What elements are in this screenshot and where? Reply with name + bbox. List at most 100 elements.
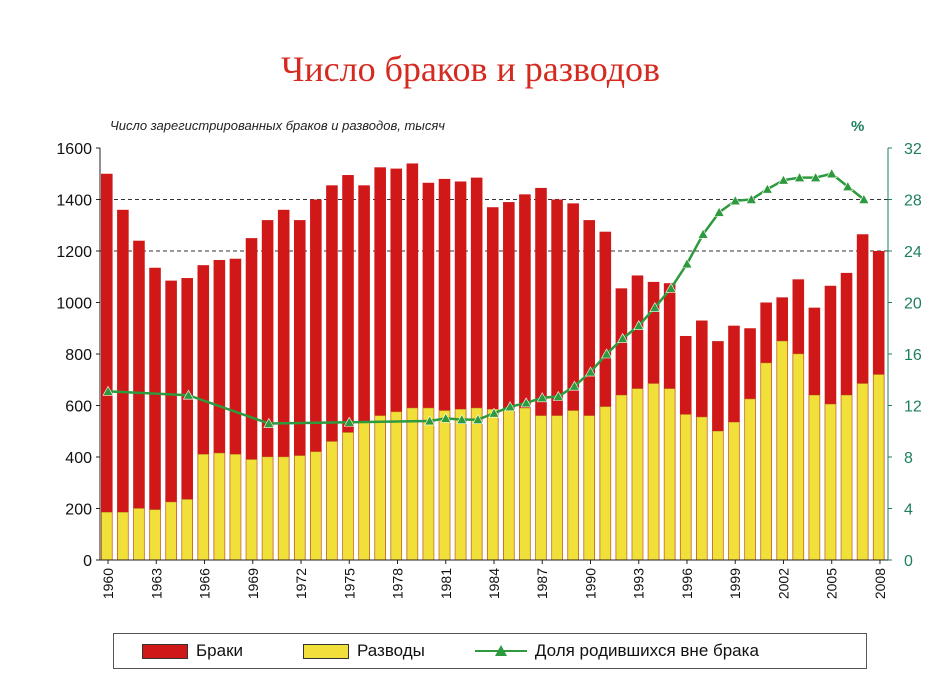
point-outofwedlock (102, 385, 114, 396)
bar-divorces (825, 403, 836, 561)
bar-divorces (262, 456, 274, 561)
bar-marriages (245, 238, 258, 560)
bar-marriages (599, 231, 612, 560)
x-tick-label: 1963 (148, 568, 164, 599)
x-tick-label: 1999 (727, 568, 743, 599)
bar-divorces (165, 501, 177, 561)
page-title: Число браков и разводов (280, 49, 661, 89)
bar-marriages (551, 199, 563, 560)
bar-divorces (792, 353, 804, 561)
legend-swatch-divorces (303, 643, 349, 659)
y-left-tick-label: 400 (65, 450, 92, 467)
point-outofwedlock (745, 193, 757, 204)
y-right-tick-label: 32 (904, 141, 922, 158)
point-outofwedlock (456, 414, 468, 424)
bar-divorces (664, 388, 676, 561)
chart-legend: Браки Разводы Доля родившихся вне брака (113, 633, 867, 669)
bar-marriages (181, 278, 193, 560)
bar-divorces (583, 415, 595, 561)
bar-divorces (760, 362, 772, 561)
bar-marriages (486, 207, 499, 560)
bar-divorces (326, 441, 338, 561)
bar-marriages (390, 168, 403, 560)
legend-label-divorces: Разводы (357, 641, 425, 660)
legend-swatch-marriages (142, 643, 188, 659)
bar-divorces (278, 456, 290, 561)
legend-item-divorces: Разводы (303, 641, 425, 661)
bar-divorces (680, 414, 692, 561)
bar-marriages (197, 265, 210, 560)
y-right-tick-label: 12 (904, 399, 922, 416)
bar-divorces (535, 415, 547, 561)
point-outofwedlock (681, 258, 693, 269)
y-left-tick-label: 1000 (56, 296, 92, 313)
point-outofwedlock (552, 390, 564, 401)
x-tick-label: 1972 (293, 568, 309, 599)
bar-divorces (181, 499, 193, 561)
bar-divorces (615, 394, 627, 561)
bar-marriages (374, 167, 386, 560)
bar-divorces (294, 455, 306, 561)
y-left-tick-label: 1600 (56, 141, 92, 158)
bar-marriages (213, 260, 226, 560)
bar-divorces (229, 454, 241, 561)
bar-marriages (326, 185, 338, 560)
x-tick-label: 2005 (824, 568, 840, 599)
point-outofwedlock (729, 195, 741, 206)
bar-marriages (261, 220, 274, 560)
bar-marriages (133, 240, 145, 560)
x-tick-label: 1996 (679, 568, 695, 599)
bar-divorces (117, 512, 129, 561)
point-outofwedlock (649, 302, 661, 312)
y-right-tick-label: 8 (904, 450, 913, 467)
bar-divorces (551, 415, 563, 561)
x-tick-label: 1987 (534, 568, 550, 599)
bar-divorces (213, 452, 225, 561)
bar-divorces (197, 454, 209, 561)
x-tick-label: 1966 (197, 568, 213, 599)
bar-marriages (535, 187, 547, 560)
bar-marriages (293, 220, 306, 560)
y-right-tick-label: 16 (904, 347, 922, 364)
bar-divorces (455, 409, 467, 561)
y-right-tick-label: 0 (904, 553, 913, 570)
x-tick-label: 1978 (390, 568, 406, 599)
point-outofwedlock (858, 193, 870, 204)
bar-divorces (358, 421, 370, 561)
bar-marriages (583, 220, 596, 560)
point-outofwedlock (504, 401, 516, 412)
point-outofwedlock (488, 407, 500, 418)
bar-marriages (422, 182, 435, 560)
point-outofwedlock (601, 348, 613, 359)
point-outofwedlock (761, 183, 773, 194)
x-tick-label: 1981 (438, 568, 454, 599)
point-outofwedlock (842, 181, 854, 191)
bar-marriages (567, 203, 579, 561)
y-right-tick-label: 4 (904, 502, 913, 519)
x-tick-label: 1990 (582, 568, 598, 599)
bar-divorces (422, 407, 434, 561)
point-outofwedlock (584, 366, 596, 377)
point-outofwedlock (665, 282, 677, 293)
bar-divorces (776, 340, 788, 561)
bar-divorces (632, 388, 643, 561)
point-outofwedlock (713, 206, 725, 217)
right-axis-unit: % (851, 118, 865, 135)
y-right-tick-label: 24 (904, 244, 922, 261)
bar-divorces (873, 374, 885, 561)
bar-divorces (728, 421, 740, 561)
y-right-tick-label: 20 (904, 296, 922, 313)
y-left-tick-label: 0 (83, 553, 92, 570)
point-outofwedlock (520, 397, 532, 408)
bar-marriages (149, 267, 161, 560)
point-outofwedlock (826, 168, 838, 179)
y-left-tick-label: 1400 (56, 193, 92, 210)
point-outofwedlock (810, 171, 822, 182)
bar-divorces (567, 410, 579, 561)
bar-marriages (406, 163, 419, 560)
x-tick-label: 2008 (872, 568, 888, 599)
point-outofwedlock (777, 174, 789, 185)
x-tick-label: 2002 (775, 568, 791, 599)
y-left-tick-label: 1200 (56, 244, 92, 261)
